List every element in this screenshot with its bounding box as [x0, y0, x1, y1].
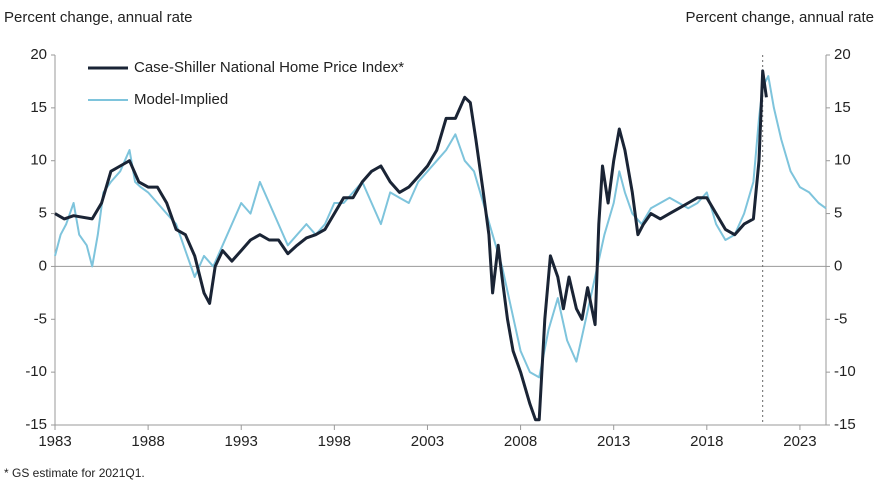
legend-label: Model-Implied: [134, 91, 228, 108]
y2-tick-label: 20: [834, 46, 851, 63]
y2-tick-label: -10: [834, 363, 856, 380]
y2-axis-label: Percent change, annual rate: [686, 9, 874, 26]
y-tick-label: -5: [34, 310, 47, 327]
x-tick-label: 2008: [504, 433, 537, 450]
y-tick-label: 0: [39, 257, 47, 274]
x-tick-label: 1993: [225, 433, 258, 450]
legend-label: Case-Shiller National Home Price Index*: [134, 59, 404, 76]
y-tick-label: 5: [39, 205, 47, 222]
y2-tick-label: -5: [834, 310, 847, 327]
x-tick-label: 2013: [597, 433, 630, 450]
x-tick-label: 2003: [411, 433, 444, 450]
y-tick-label: -15: [25, 416, 47, 433]
series-line: [54, 69, 768, 422]
y2-tick-label: 0: [834, 257, 842, 274]
x-tick-label: 1983: [38, 433, 71, 450]
x-tick-label: 2023: [783, 433, 816, 450]
y-tick-label: -10: [25, 363, 47, 380]
series-line: [54, 75, 827, 379]
y-axis-label: Percent change, annual rate: [4, 9, 192, 26]
y-tick-label: 20: [30, 46, 47, 63]
y2-tick-label: 10: [834, 152, 851, 169]
x-tick-label: 2018: [690, 433, 723, 450]
y-tick-label: 10: [30, 152, 47, 169]
x-tick-label: 1998: [318, 433, 351, 450]
footnote: * GS estimate for 2021Q1.: [4, 466, 145, 480]
y2-tick-label: -15: [834, 416, 856, 433]
x-tick-label: 1988: [131, 433, 164, 450]
y-tick-label: 15: [30, 99, 47, 116]
y2-tick-label: 15: [834, 99, 851, 116]
y2-tick-label: 5: [834, 205, 842, 222]
